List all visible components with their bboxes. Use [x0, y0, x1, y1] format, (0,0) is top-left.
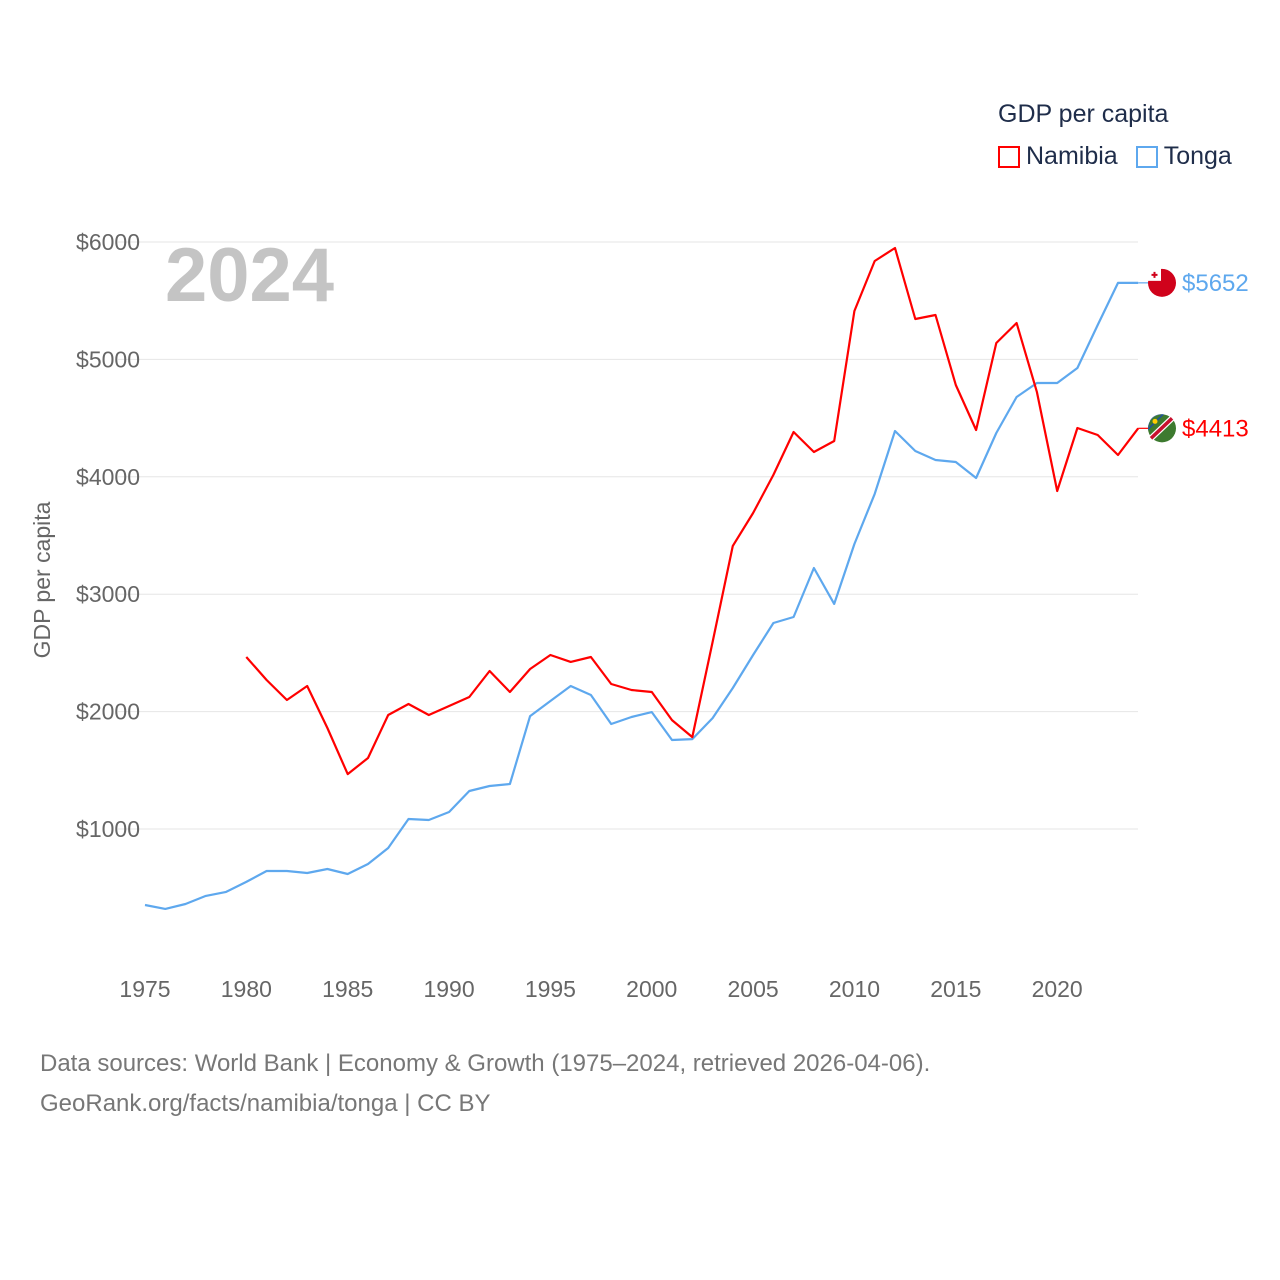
legend-item-tonga[interactable]: Tonga	[1135, 142, 1232, 171]
legend-label: Namibia	[1026, 142, 1118, 170]
y-tick-label: $3000	[76, 581, 140, 607]
x-tick-label: 1995	[525, 976, 576, 1002]
legend: Namibia Tonga	[998, 142, 1232, 171]
end-value-label-namibia: $4413	[1182, 415, 1249, 442]
x-tick-label: 2010	[829, 976, 880, 1002]
tonga-flag-icon	[1148, 268, 1176, 297]
flag-stripe-red	[1149, 417, 1174, 440]
x-tick-label: 1975	[119, 976, 170, 1002]
y-tick-label: $1000	[76, 816, 140, 842]
y-tick-label: $5000	[76, 346, 140, 372]
y-axis-label: GDP per capita	[29, 501, 55, 658]
x-tick-label: 2000	[626, 976, 677, 1002]
x-tick-label: 1990	[423, 976, 474, 1002]
legend-item-namibia[interactable]: Namibia	[998, 142, 1118, 171]
legend-swatch-tonga	[1135, 145, 1158, 168]
end-value-label-tonga: $5652	[1182, 270, 1249, 297]
x-tick-label: 2020	[1032, 976, 1083, 1002]
x-tick-label: 2015	[930, 976, 981, 1002]
source-line-2[interactable]: GeoRank.org/facts/namibia/tonga | CC BY	[40, 1090, 491, 1117]
flag-cross	[1151, 271, 1158, 278]
x-tick-label: 1985	[322, 976, 373, 1002]
series-line-tonga	[144, 281, 1139, 911]
flag-sun	[1152, 418, 1158, 424]
x-tick-label: 1980	[221, 976, 272, 1002]
x-tick-label: 2005	[728, 976, 779, 1002]
legend-swatch-namibia	[998, 145, 1020, 168]
source-note: Data sources: World Bank | Economy & Gro…	[40, 1044, 930, 1124]
namibia-flag-icon	[1148, 414, 1176, 443]
legend-title: GDP per capita	[998, 100, 1169, 128]
legend-label: Tonga	[1163, 142, 1232, 170]
source-line-1: Data sources: World Bank | Economy & Gro…	[40, 1050, 931, 1077]
y-tick-label: $6000	[76, 229, 140, 255]
series-line-namibia	[245, 246, 1140, 776]
y-tick-label: $4000	[76, 464, 140, 490]
y-tick-label: $2000	[76, 699, 140, 725]
year-label: 2024	[165, 233, 335, 318]
